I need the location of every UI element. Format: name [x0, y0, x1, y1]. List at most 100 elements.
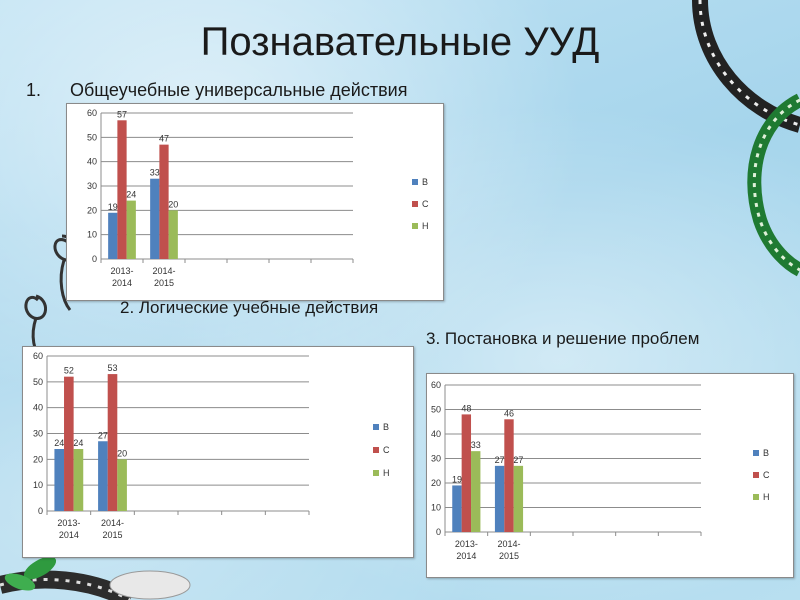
- x-tick-label: 2014: [456, 551, 476, 561]
- chart-logical-actions: 0 10 20 30 40 50 60 24 52 24 2013- 2014 27 53 20 2014- 2…: [22, 346, 414, 558]
- data-label: 27: [98, 430, 108, 440]
- legend-swatch: [753, 472, 759, 478]
- x-tick-label: 2013-: [57, 518, 80, 528]
- data-label: 24: [126, 190, 136, 200]
- data-label: 20: [117, 448, 127, 458]
- legend-label: С: [383, 445, 390, 455]
- legend-label: Н: [763, 492, 770, 502]
- data-label: 19: [452, 474, 462, 484]
- x-tick-label: 2015: [154, 278, 174, 288]
- y-tick-label: 20: [431, 478, 441, 488]
- y-tick-label: 40: [33, 403, 43, 413]
- x-tick-label: 2014: [59, 530, 79, 540]
- y-tick-label: 60: [87, 108, 97, 118]
- chart-problem-solving: 0 10 20 30 40 50 60 19 48 33 2013- 2014 27 46 27 2014- 2…: [426, 373, 794, 578]
- bar: [126, 200, 136, 259]
- bar-chart-1: 0 10 20 30 40 50 60 19 57 24 2013- 2014 33 47 20 2014- 2…: [87, 108, 429, 288]
- y-tick-label: 40: [87, 157, 97, 167]
- chart-general-learning-actions: 0 10 20 30 40 50 60 19 57 24 2013- 2014 33 47 20 2014- 2…: [66, 103, 444, 301]
- x-tick-label: 2014-: [101, 518, 124, 528]
- data-label: 33: [471, 440, 481, 450]
- legend-label: В: [763, 448, 769, 458]
- swirl-decoration: [24, 294, 47, 320]
- bar: [117, 459, 127, 511]
- bar-chart-2: 0 10 20 30 40 50 60 24 52 24 2013- 2014 27 53 20 2014- 2…: [33, 351, 390, 540]
- data-label: 53: [107, 363, 117, 373]
- list-item-1: 1. Общеучебные универсальные действия: [26, 80, 407, 101]
- bar: [504, 419, 514, 532]
- bar: [159, 144, 169, 259]
- y-tick-label: 40: [431, 429, 441, 439]
- legend-swatch: [412, 179, 418, 185]
- x-tick-label: 2014: [112, 278, 132, 288]
- film-strip-bottom-holes: [0, 578, 131, 600]
- bar: [117, 120, 127, 259]
- bar: [108, 212, 118, 259]
- bar: [73, 449, 84, 511]
- y-tick-label: 10: [87, 230, 97, 240]
- bar: [452, 485, 462, 532]
- legend-swatch: [412, 223, 418, 229]
- bar: [107, 374, 118, 511]
- y-tick-label: 50: [87, 132, 97, 142]
- legend-swatch: [373, 470, 379, 476]
- data-label: 27: [495, 455, 505, 465]
- x-tick-label: 2015: [102, 530, 122, 540]
- y-tick-label: 60: [33, 351, 43, 361]
- bar: [64, 376, 74, 511]
- bar: [513, 465, 524, 532]
- y-tick-label: 10: [431, 503, 441, 513]
- legend-swatch: [373, 447, 379, 453]
- legend-swatch: [373, 424, 379, 430]
- bar: [494, 465, 505, 532]
- data-label: 57: [117, 109, 127, 119]
- page-title: Познавательные УУД: [200, 20, 600, 64]
- legend-label: В: [383, 422, 389, 432]
- legend-swatch: [753, 450, 759, 456]
- x-tick-label: 2014-: [497, 539, 520, 549]
- list-item-text: Общеучебные универсальные действия: [70, 80, 408, 100]
- y-tick-label: 0: [92, 254, 97, 264]
- legend-label: В: [422, 177, 428, 187]
- section-heading-3: 3. Постановка и решение проблем: [426, 329, 700, 348]
- y-tick-label: 30: [431, 454, 441, 464]
- x-tick-label: 2015: [499, 551, 519, 561]
- film-strip-green: [747, 93, 800, 277]
- y-tick-label: 10: [33, 480, 43, 490]
- y-tick-label: 50: [431, 405, 441, 415]
- data-label: 24: [73, 438, 83, 448]
- data-label: 24: [54, 438, 64, 448]
- bar: [461, 414, 472, 532]
- data-label: 20: [168, 199, 178, 209]
- x-tick-label: 2013-: [110, 266, 133, 276]
- x-tick-label: 2013-: [455, 539, 478, 549]
- y-tick-label: 0: [436, 527, 441, 537]
- list-item-number: 1.: [26, 80, 42, 100]
- legend-swatch: [753, 494, 759, 500]
- leaf-decoration: [4, 573, 36, 591]
- data-label: 48: [461, 403, 471, 413]
- bar: [168, 210, 178, 259]
- y-tick-label: 60: [431, 380, 441, 390]
- paper-strip-decoration: [109, 570, 191, 600]
- legend-label: С: [763, 470, 770, 480]
- y-tick-label: 0: [38, 506, 43, 516]
- section-heading-2: 2. Логические учебные действия: [120, 298, 379, 317]
- data-label: 27: [513, 455, 523, 465]
- y-tick-label: 30: [87, 181, 97, 191]
- y-tick-label: 30: [33, 429, 43, 439]
- x-tick-label: 2014-: [152, 266, 175, 276]
- data-label: 52: [64, 366, 74, 376]
- legend-swatch: [412, 201, 418, 207]
- data-label: 19: [108, 202, 118, 212]
- bar: [150, 178, 160, 259]
- y-tick-label: 50: [33, 377, 43, 387]
- data-label: 46: [504, 408, 514, 418]
- film-strip-green-holes: [752, 98, 800, 272]
- y-tick-label: 20: [87, 205, 97, 215]
- data-label: 33: [150, 168, 160, 178]
- bar: [54, 449, 65, 511]
- bar-chart-3: 0 10 20 30 40 50 60 19 48 33 2013- 2014 27 46 27 2014- 2…: [431, 380, 770, 561]
- film-strip-bottom: [0, 570, 135, 600]
- legend-label: С: [422, 199, 429, 209]
